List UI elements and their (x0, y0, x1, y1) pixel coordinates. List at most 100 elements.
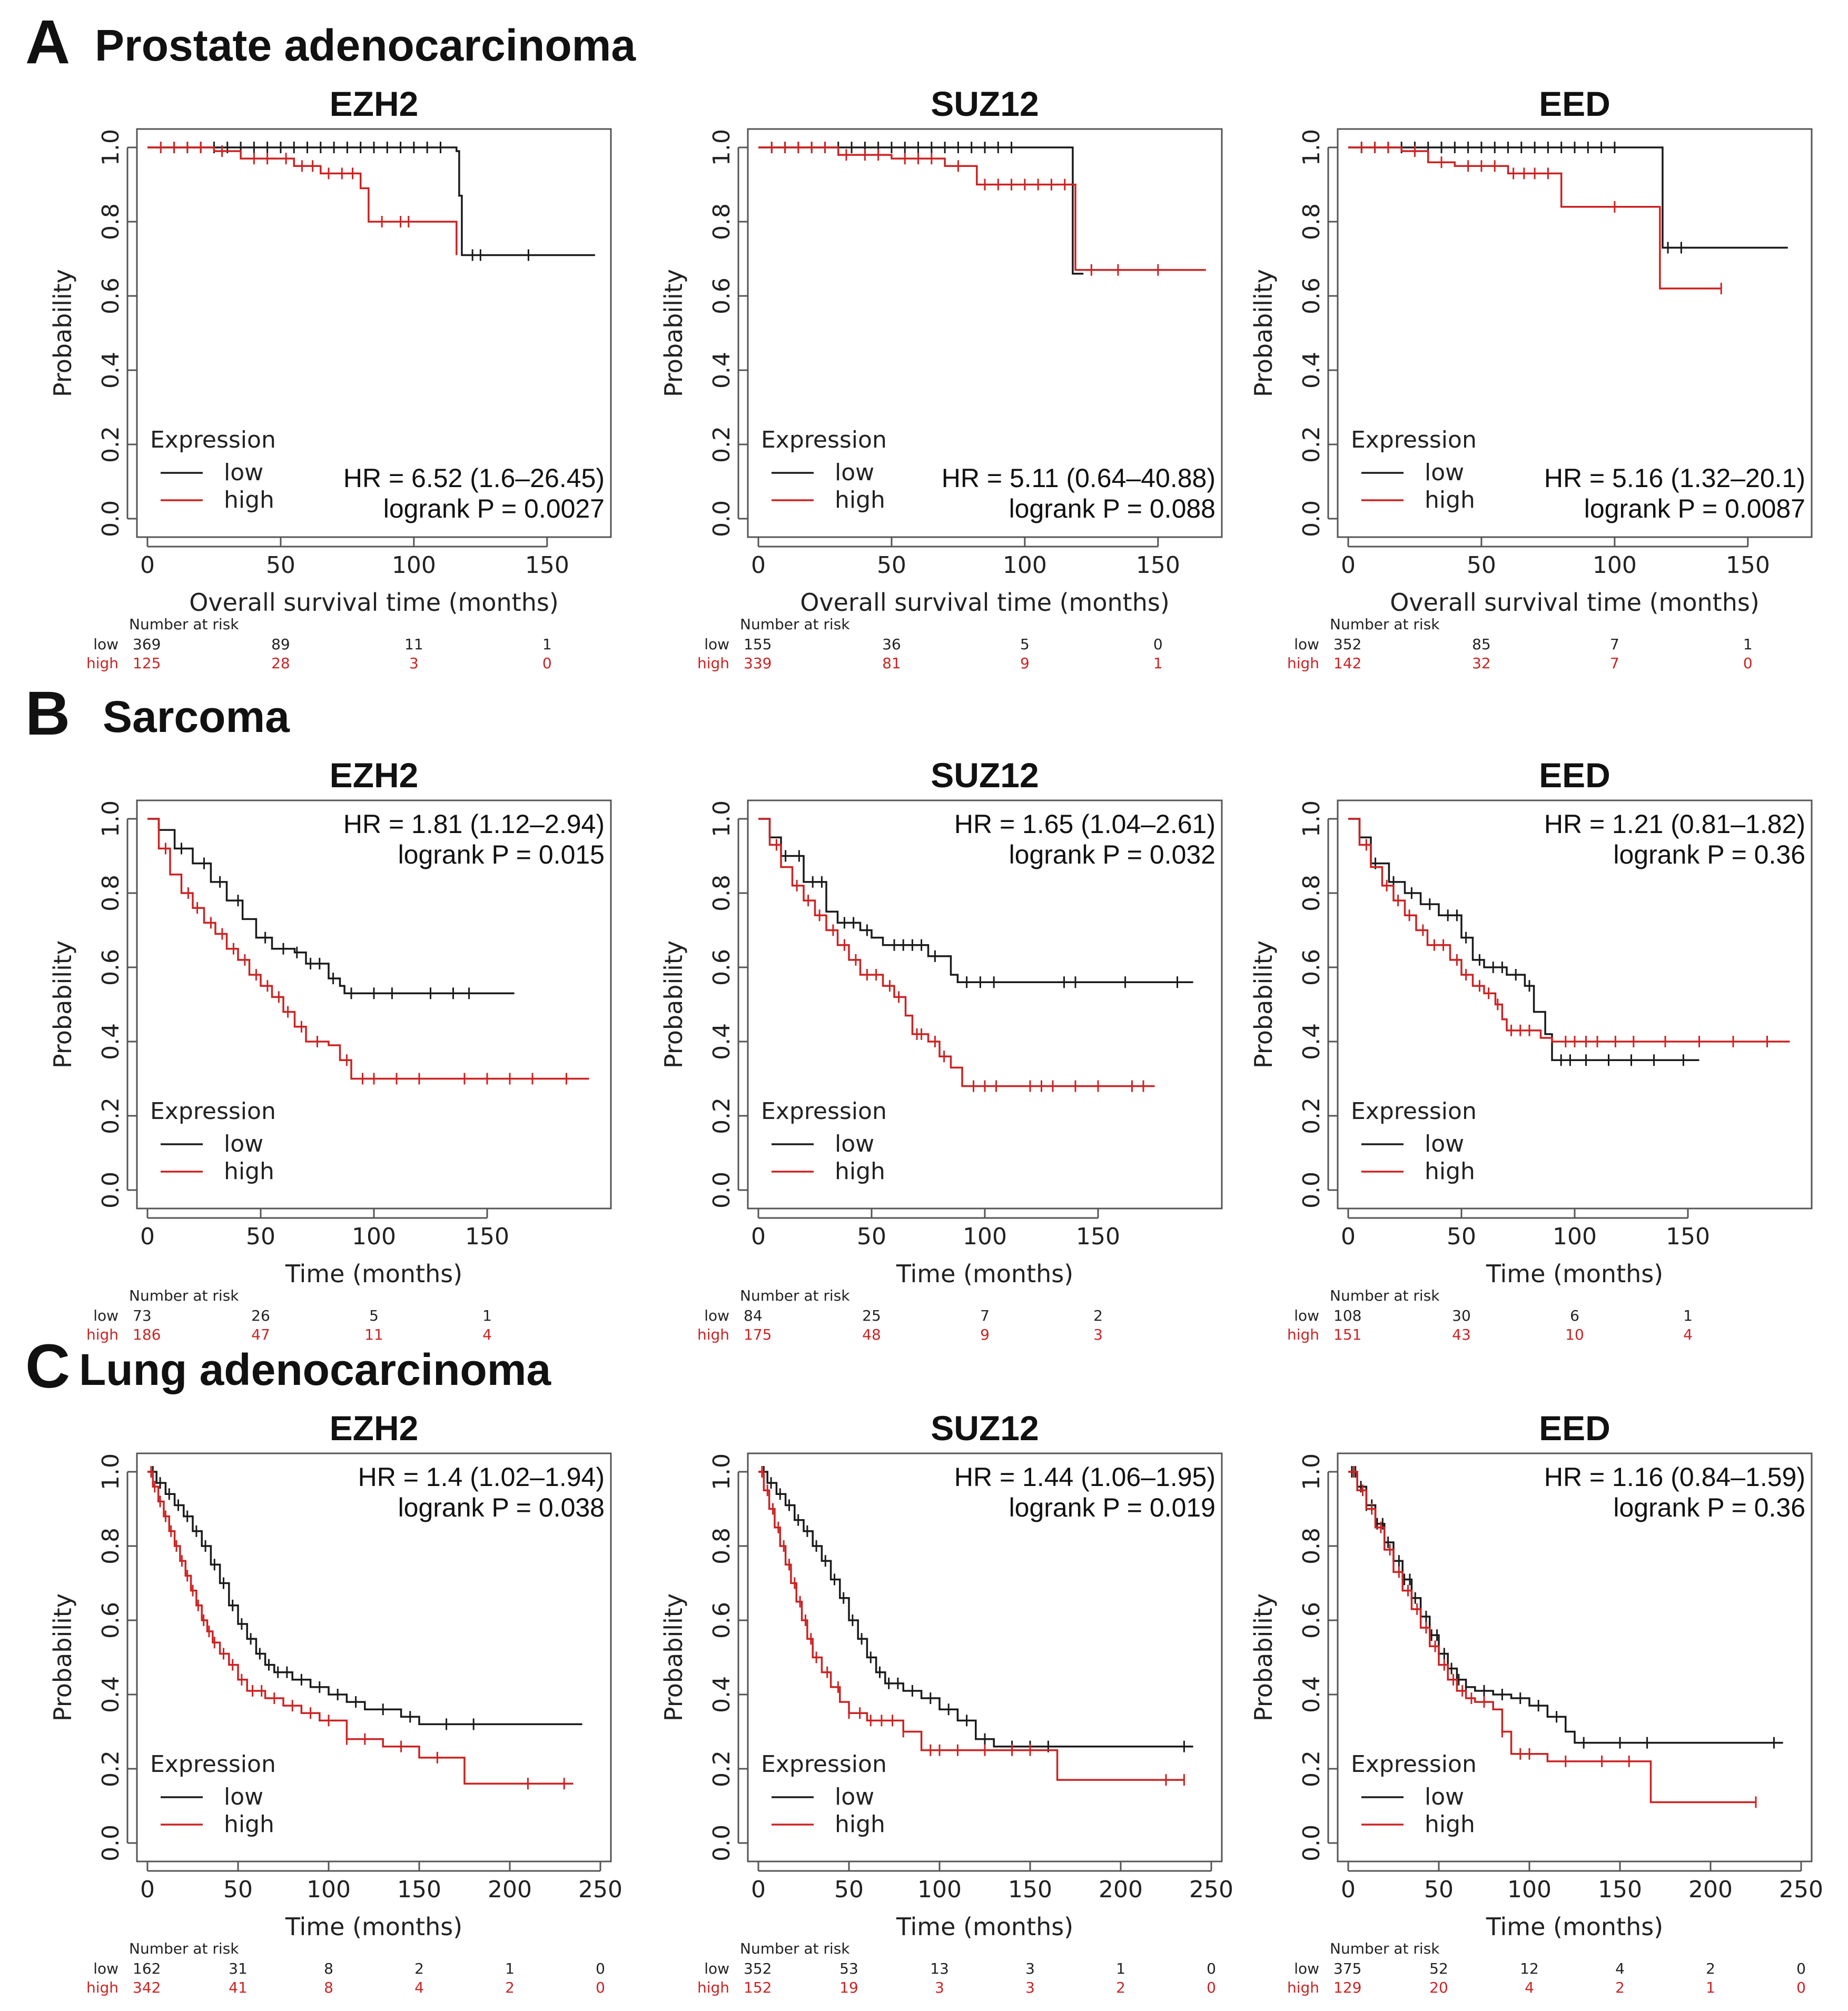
risk-table: Number at risk low high 155 36 5 0 339 81 9 1 (697, 616, 1163, 672)
risk-row-label-low: low (93, 1960, 118, 1977)
risk-value-low: 11 (404, 636, 423, 653)
km-curve-low (758, 1471, 1193, 1748)
y-tick-label: 0.4 (1298, 352, 1325, 389)
y-tick-label: 0.2 (1298, 426, 1325, 463)
y-tick-label: 0.8 (708, 875, 735, 912)
y-tick-label: 0.8 (708, 1528, 735, 1564)
x-tick-label: 100 (1593, 552, 1637, 579)
risk-value-low: 12 (1520, 1960, 1539, 1977)
risk-value-high: 4 (414, 1979, 424, 1996)
legend-label-low: low (1425, 1131, 1464, 1157)
x-tick-label: 100 (352, 1223, 396, 1250)
risk-value-low: 13 (930, 1960, 949, 1977)
risk-value-high: 342 (133, 1979, 161, 1996)
x-axis-label: Time (months) (896, 1913, 1073, 1941)
risk-row-label-high: high (86, 655, 118, 672)
risk-table: Number at risk low high 73 26 5 1 186 47 11 4 (86, 1287, 492, 1343)
risk-row-label-high: high (1287, 1979, 1319, 1996)
risk-value-low: 108 (1333, 1307, 1361, 1324)
x-tick-label: 150 (1136, 552, 1180, 579)
y-axis-label: Probability (48, 940, 77, 1068)
x-tick-label: 250 (578, 1876, 622, 1903)
y-tick-label: 0.4 (1298, 1023, 1325, 1060)
y-axis-label: Probability (1249, 1593, 1278, 1721)
risk-value-high: 339 (744, 655, 772, 672)
risk-row-label-high: high (1287, 1326, 1319, 1343)
y-tick-label: 0.2 (97, 426, 124, 463)
y-tick-label: 0.4 (97, 352, 124, 389)
risk-value-high: 3 (409, 655, 419, 672)
y-tick-label: 0.2 (708, 1097, 735, 1134)
km-curve-high (147, 818, 589, 1080)
risk-value-low: 30 (1452, 1307, 1471, 1324)
y-tick-label: 0.6 (1298, 278, 1325, 314)
hazard-ratio-text: HR = 1.4 (1.02–1.94) (358, 1462, 605, 1492)
risk-table-header: Number at risk (129, 1940, 239, 1957)
risk-value-high: 81 (882, 655, 901, 672)
km-curve-low (147, 818, 515, 995)
y-tick-label: 0.6 (1298, 949, 1325, 986)
x-axis-label: Overall survival time (months) (800, 588, 1170, 617)
y-tick-label: 0.4 (97, 1676, 124, 1713)
risk-value-high: 1 (1706, 1979, 1715, 1996)
risk-value-low: 1 (1116, 1960, 1125, 1977)
risk-value-high: 3 (1025, 1979, 1035, 1996)
y-tick-label: 0.8 (97, 875, 124, 912)
legend-title: Expression (1351, 1751, 1477, 1778)
risk-value-high: 48 (862, 1326, 881, 1343)
y-tick-label: 0.8 (97, 203, 124, 240)
km-curve-low (147, 1471, 582, 1726)
risk-value-high: 3 (935, 1979, 944, 1996)
km-curve-low (1348, 818, 1699, 1061)
risk-value-low: 1 (1743, 636, 1753, 653)
x-axis-label: Time (months) (896, 1260, 1073, 1288)
y-tick-label: 0.6 (97, 949, 124, 986)
y-tick-label: 1.0 (1298, 800, 1325, 837)
y-tick-label: 0.2 (708, 426, 735, 463)
risk-table: Number at risk low high 352 53 13 3 1 0 152 19 3 3 2 0 (697, 1940, 1216, 1996)
x-tick-label: 200 (488, 1876, 532, 1903)
plot-frame (1337, 128, 1813, 538)
risk-value-low: 1 (482, 1307, 492, 1324)
km-panel-b-suz12: SUZ12 0.0 0.2 0.4 0.6 0.8 1.0 Probability 0 50 100… (659, 756, 1223, 1343)
plot-title: SUZ12 (931, 1409, 1039, 1448)
risk-value-low: 352 (1333, 636, 1361, 653)
y-tick-label: 0.8 (708, 203, 735, 240)
risk-value-low: 5 (1020, 636, 1030, 653)
risk-value-low: 52 (1429, 1960, 1448, 1977)
risk-value-high: 152 (744, 1979, 772, 1996)
x-tick-label: 50 (223, 1876, 253, 1903)
risk-value-low: 8 (324, 1960, 333, 1977)
risk-value-high: 125 (133, 655, 161, 672)
logrank-p-text: logrank P = 0.015 (398, 840, 605, 869)
x-tick-label: 100 (963, 1223, 1007, 1250)
plot-title: EZH2 (330, 1409, 419, 1448)
y-tick-label: 0.2 (1298, 1750, 1325, 1787)
risk-row-label-low: low (704, 636, 729, 653)
x-tick-label: 50 (857, 1223, 886, 1250)
y-tick-label: 0.2 (97, 1097, 124, 1134)
risk-value-low: 26 (251, 1307, 270, 1324)
legend-title: Expression (761, 1751, 887, 1778)
logrank-p-text: logrank P = 0.36 (1613, 1493, 1805, 1522)
plot-frame (1337, 1452, 1813, 1863)
y-tick-label: 1.0 (97, 1453, 124, 1490)
km-curve-low (147, 146, 595, 256)
y-tick-label: 0.6 (708, 278, 735, 314)
y-tick-label: 1.0 (97, 800, 124, 837)
section-A: A Prostate adenocarcinoma EZH2 0.0 0.2 0.4 0.6… (25, 7, 1813, 672)
x-axis-label: Overall survival time (months) (1390, 588, 1760, 617)
risk-value-low: 31 (229, 1960, 248, 1977)
risk-row-label-high: high (1287, 655, 1319, 672)
y-tick-label: 1.0 (708, 1453, 735, 1490)
x-tick-label: 0 (1341, 1876, 1356, 1903)
legend-label-high: high (835, 1811, 885, 1838)
y-tick-label: 0.2 (1298, 1097, 1325, 1134)
